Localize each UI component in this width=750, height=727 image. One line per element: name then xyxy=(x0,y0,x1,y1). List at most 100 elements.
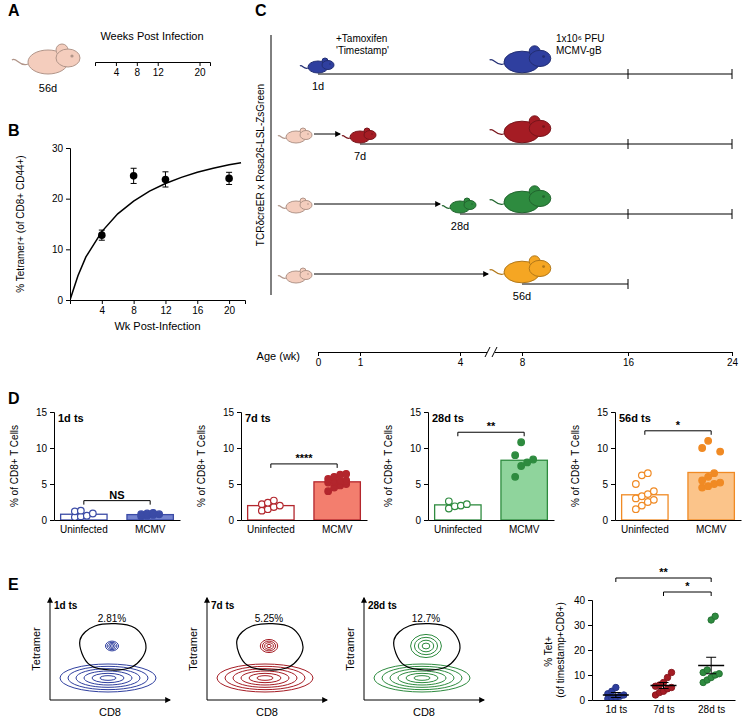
axis-title: Wk Post-Infection xyxy=(114,320,200,332)
contour xyxy=(267,644,271,647)
gate xyxy=(237,624,303,670)
mouse xyxy=(12,44,80,74)
tick-label: 20 xyxy=(52,193,64,204)
data-point xyxy=(711,470,718,477)
tick-label: 16 xyxy=(192,305,204,316)
data-point xyxy=(645,470,652,477)
tick-mark xyxy=(50,412,54,413)
contour xyxy=(422,643,430,649)
tick-mark xyxy=(360,352,361,356)
tick-label: 10 xyxy=(574,670,586,681)
tick-label: 10 xyxy=(223,443,235,454)
row-tick xyxy=(732,209,733,219)
data-point xyxy=(651,488,658,495)
tick-mark xyxy=(588,700,592,701)
axis-line xyxy=(429,520,555,521)
chart-title: 1d ts xyxy=(54,600,78,611)
mouse-tail xyxy=(442,206,450,209)
axis-line xyxy=(237,413,242,521)
tick-mark xyxy=(628,352,629,356)
tick-label: 20 xyxy=(194,67,206,78)
tick-mark xyxy=(50,448,54,449)
axis-line xyxy=(71,301,246,305)
plot-area xyxy=(622,438,735,521)
tick: 10 xyxy=(597,443,615,454)
mouse-infected xyxy=(490,46,551,73)
tick-mark xyxy=(424,412,428,413)
tick: 5 xyxy=(415,479,428,490)
tick: 15 xyxy=(36,407,54,418)
data-point xyxy=(699,477,706,484)
error-bar xyxy=(611,693,621,698)
tick-label: 0 xyxy=(228,515,234,526)
plot-area xyxy=(603,613,724,700)
plot-area xyxy=(61,507,174,520)
tick: Uninfected xyxy=(247,520,295,535)
tick-label: 0 xyxy=(602,515,608,526)
axis-title: % of CD8+ T Cells xyxy=(383,425,394,507)
tick: 0 xyxy=(579,695,592,706)
axis-title: % of CD8+ T Cells xyxy=(570,425,581,507)
tick-label: 4 xyxy=(458,357,464,368)
contour xyxy=(390,669,454,688)
panel-label: A xyxy=(8,2,20,19)
axis-line xyxy=(319,353,733,357)
tick: 4 xyxy=(458,352,464,368)
mouse-eye xyxy=(542,55,545,58)
chart-title: 28d ts xyxy=(432,412,464,424)
row-line xyxy=(318,74,732,75)
tick: 8 xyxy=(520,352,526,368)
axis-title: CD8 xyxy=(413,706,435,718)
tick: 12 xyxy=(153,62,165,78)
timestamp-label: 1d xyxy=(312,80,324,92)
tick: 1d ts xyxy=(605,700,627,715)
data-point xyxy=(530,456,537,463)
axis-title: % of CD8+ T Cells xyxy=(9,425,20,507)
timeline-row: 7d xyxy=(278,116,732,162)
contour xyxy=(414,676,430,681)
significance-bracket xyxy=(271,464,337,468)
tick: MCMV xyxy=(509,520,540,535)
data-point xyxy=(712,613,718,619)
mouse-head xyxy=(300,201,312,210)
tick: 30 xyxy=(52,143,70,154)
error-bar xyxy=(226,172,232,184)
strain-label: TCRδcreER x Rosa26-LSL-ZsGreen xyxy=(255,84,266,246)
tick: 0 xyxy=(415,515,428,526)
tick-label: 20 xyxy=(574,645,586,656)
axis-line xyxy=(364,700,484,701)
tick-label: 4 xyxy=(114,67,120,78)
axis-line xyxy=(242,520,368,521)
infection-label: 1x10⁶ PFU xyxy=(556,33,605,44)
mouse-head xyxy=(322,61,334,70)
row-line xyxy=(460,214,732,215)
tick-mark xyxy=(102,300,103,304)
tick-label: 24 xyxy=(727,357,739,368)
mouse-infected xyxy=(490,186,551,213)
tick-label: 5 xyxy=(415,479,421,490)
tick-mark xyxy=(237,520,241,521)
tick: Uninfected xyxy=(60,520,108,535)
tick-label: 8 xyxy=(131,305,137,316)
tick: Uninfected xyxy=(434,520,482,535)
y-axis: 051015 xyxy=(36,407,55,526)
tick-mark xyxy=(50,484,54,485)
row-line xyxy=(522,284,628,285)
data-point xyxy=(633,481,640,488)
significance-label: * xyxy=(685,580,690,592)
data-point xyxy=(512,474,519,481)
tick-label: MCMV xyxy=(696,524,727,535)
mouse-head xyxy=(300,131,312,140)
gate xyxy=(394,624,460,670)
tick-label: Uninfected xyxy=(60,524,108,535)
tick-mark xyxy=(237,448,241,449)
row-tick xyxy=(628,279,629,289)
contour xyxy=(241,671,289,685)
tick-label: 40 xyxy=(574,595,586,606)
tick: 0 xyxy=(228,515,241,526)
data-point xyxy=(717,448,724,455)
significance-bracket xyxy=(664,592,712,596)
tick-label: 0 xyxy=(415,515,421,526)
tick-label: 16 xyxy=(623,357,635,368)
contour xyxy=(260,639,277,652)
